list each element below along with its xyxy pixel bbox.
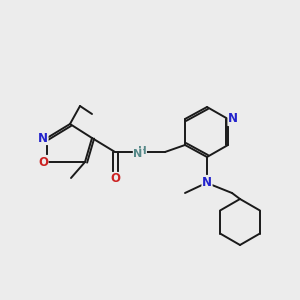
Text: O: O [110,172,120,185]
Text: H: H [138,146,146,156]
Text: N: N [134,149,142,159]
Text: N: N [228,112,238,125]
Text: O: O [38,155,48,169]
Text: N: N [202,176,212,188]
Text: N: N [38,131,48,145]
